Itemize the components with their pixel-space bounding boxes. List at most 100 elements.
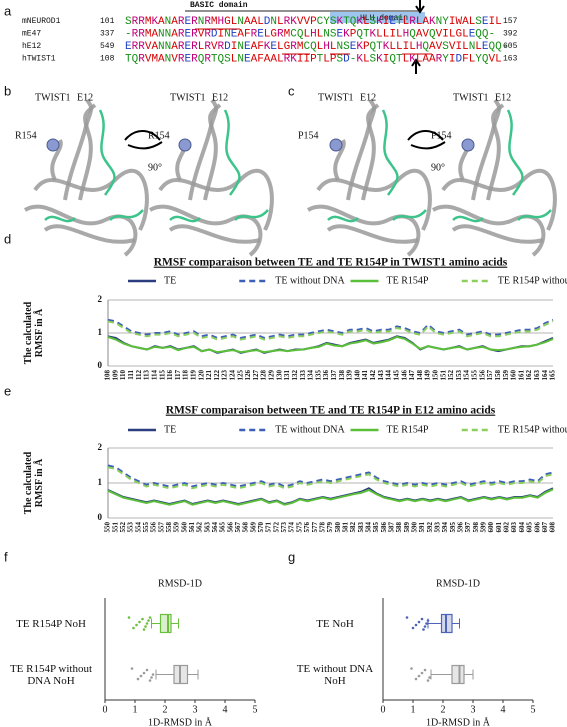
x-tick-label: 581 xyxy=(341,522,349,533)
dna-ribbon xyxy=(451,224,544,244)
x-tick-label: 5 xyxy=(531,704,536,715)
x-tick-label: 566 xyxy=(226,522,234,533)
x-tick-label: 596 xyxy=(457,522,465,533)
partner-helix xyxy=(452,215,484,223)
outlier xyxy=(423,625,427,628)
outlier xyxy=(425,622,428,625)
outlier xyxy=(136,677,140,681)
x-axis-label: 1D-RMSD in Å xyxy=(148,716,213,727)
dna-ribbon xyxy=(203,103,222,201)
outlier xyxy=(411,626,415,630)
x-tick-label: 2 xyxy=(163,704,168,715)
x-tick-label: 565 xyxy=(219,522,227,533)
molecule xyxy=(23,98,149,257)
x-tick-label: 125 xyxy=(236,370,244,381)
protein-label: TWIST1 xyxy=(453,92,489,103)
x-tick-label: 605 xyxy=(526,522,534,533)
protein-name: mE47 xyxy=(22,30,41,39)
outlier xyxy=(417,674,421,678)
start-position: 101 xyxy=(100,17,115,26)
partner-helix xyxy=(327,215,359,223)
x-tick-label: 3 xyxy=(471,704,476,715)
protein-name: mNEUROD1 xyxy=(22,17,61,26)
partner-label: E12 xyxy=(212,92,228,103)
x-tick-label: 161 xyxy=(517,370,525,381)
x-tick-label: 594 xyxy=(441,522,449,533)
residue-label: R154 xyxy=(15,130,37,141)
legend-label: TE without DNA xyxy=(275,424,345,435)
outlier xyxy=(426,679,430,682)
x-tick-label: 563 xyxy=(203,522,211,533)
x-tick-label: 552 xyxy=(119,522,127,533)
x-tick-label: 136 xyxy=(322,370,330,381)
molecule xyxy=(431,98,557,257)
x-tick-label: 128 xyxy=(260,370,268,381)
residue-label: P154 xyxy=(298,130,319,141)
x-tick-label: 126 xyxy=(244,370,252,381)
x-tick-label: 2 xyxy=(441,704,446,715)
x-tick-label: 587 xyxy=(387,522,395,533)
start-position: 337 xyxy=(100,30,115,39)
y-tick-label: 0 xyxy=(98,360,103,370)
sequence: TQRVMANVRERQRTQSLNEAFAALRKIIPTLPSD-KLSKI… xyxy=(125,53,502,65)
partner-helix xyxy=(223,109,241,196)
x-tick-label: 590 xyxy=(411,522,419,533)
chart-title: RMSD-1D xyxy=(436,578,480,589)
chart-title: RMSD-1D xyxy=(158,578,202,589)
x-tick-label: 603 xyxy=(510,522,518,533)
x-tick-label: 599 xyxy=(480,522,488,533)
x-tick-label: 143 xyxy=(377,370,385,381)
panel-label: d xyxy=(4,231,11,246)
x-tick-label: 165 xyxy=(549,370,557,381)
y-tick-label: 2 xyxy=(98,442,103,452)
end-position: 163 xyxy=(503,55,518,64)
end-position: 392 xyxy=(503,30,518,39)
outlier xyxy=(127,616,131,619)
x-tick-label: 0 xyxy=(103,704,108,715)
x-tick-label: 4 xyxy=(501,704,506,715)
y-tick-label: 0 xyxy=(98,512,103,522)
x-tick-label: 574 xyxy=(288,522,296,533)
residue xyxy=(178,138,192,152)
outlier xyxy=(147,619,150,622)
x-tick-label: 607 xyxy=(541,522,549,533)
protein-name: hTWIST1 xyxy=(22,55,56,64)
x-tick-label: 148 xyxy=(416,370,424,381)
protein-label: TWIST1 xyxy=(170,92,206,103)
dna-ribbon xyxy=(23,204,138,257)
x-tick-label: 162 xyxy=(525,370,533,381)
panel-label: f xyxy=(4,549,8,564)
x-tick-label: 585 xyxy=(372,522,380,533)
x-tick-label: 151 xyxy=(439,370,447,381)
x-tick-label: 158 xyxy=(494,370,502,381)
x-tick-label: 600 xyxy=(487,522,495,533)
dna-ribbon xyxy=(168,224,261,244)
x-tick-label: 160 xyxy=(510,370,518,381)
outlier xyxy=(151,673,155,676)
x-axis-label: 1D-RMSD in Å xyxy=(426,716,491,727)
x-tick-label: 553 xyxy=(127,522,135,533)
outlier xyxy=(142,671,146,675)
x-tick-label: 577 xyxy=(311,522,319,533)
panel-label: a xyxy=(4,3,12,18)
x-tick-label: 573 xyxy=(280,522,288,533)
x-tick-label: 557 xyxy=(157,522,165,533)
outlier xyxy=(141,617,144,621)
outlier xyxy=(148,679,152,682)
x-tick-label: 108 xyxy=(104,370,112,381)
x-tick-label: 134 xyxy=(307,370,315,381)
x-tick-label: 0 xyxy=(381,704,386,715)
x-tick-label: 3 xyxy=(193,704,198,715)
dna-ribbon xyxy=(333,139,346,181)
x-tick-label: 571 xyxy=(265,522,273,533)
x-tick-label: 556 xyxy=(150,522,158,533)
partner-helix xyxy=(517,209,552,221)
x-tick-label: 564 xyxy=(211,522,219,533)
x-tick-label: 578 xyxy=(318,522,326,533)
arrow xyxy=(411,58,421,74)
x-tick-label: 129 xyxy=(268,370,276,381)
rotation-arrow xyxy=(407,130,446,150)
x-tick-label: 580 xyxy=(334,522,342,533)
rotation-label: 90° xyxy=(148,162,162,173)
